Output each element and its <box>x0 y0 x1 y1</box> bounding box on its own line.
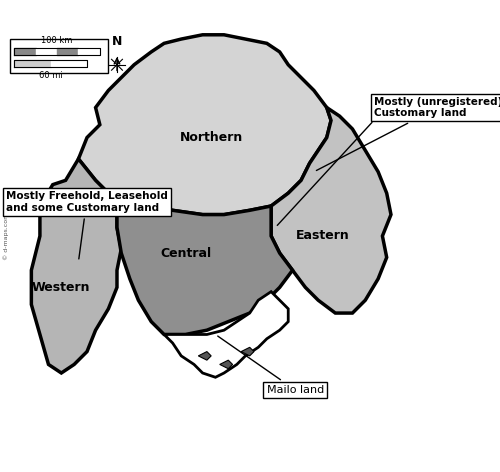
Polygon shape <box>220 360 232 369</box>
Text: Central: Central <box>160 247 211 260</box>
Polygon shape <box>271 108 391 313</box>
Text: Eastern: Eastern <box>296 229 350 243</box>
Text: N: N <box>112 34 122 48</box>
Polygon shape <box>78 35 331 215</box>
Polygon shape <box>32 159 122 373</box>
Text: Northern: Northern <box>180 131 243 144</box>
Text: Mailo land: Mailo land <box>218 336 324 395</box>
Text: Mostly (unregistered)
Customary land: Mostly (unregistered) Customary land <box>316 97 500 170</box>
Text: 60 mi: 60 mi <box>38 71 62 80</box>
Text: Mostly Freehold, Leasehold
and some Customary land: Mostly Freehold, Leasehold and some Cust… <box>6 191 168 259</box>
Polygon shape <box>117 202 292 335</box>
Polygon shape <box>198 352 211 360</box>
Polygon shape <box>164 292 288 377</box>
Text: Western: Western <box>32 281 90 294</box>
FancyBboxPatch shape <box>10 39 108 73</box>
Polygon shape <box>241 347 254 356</box>
Text: 100 km: 100 km <box>42 36 72 45</box>
Text: © d-maps.com: © d-maps.com <box>4 212 9 260</box>
